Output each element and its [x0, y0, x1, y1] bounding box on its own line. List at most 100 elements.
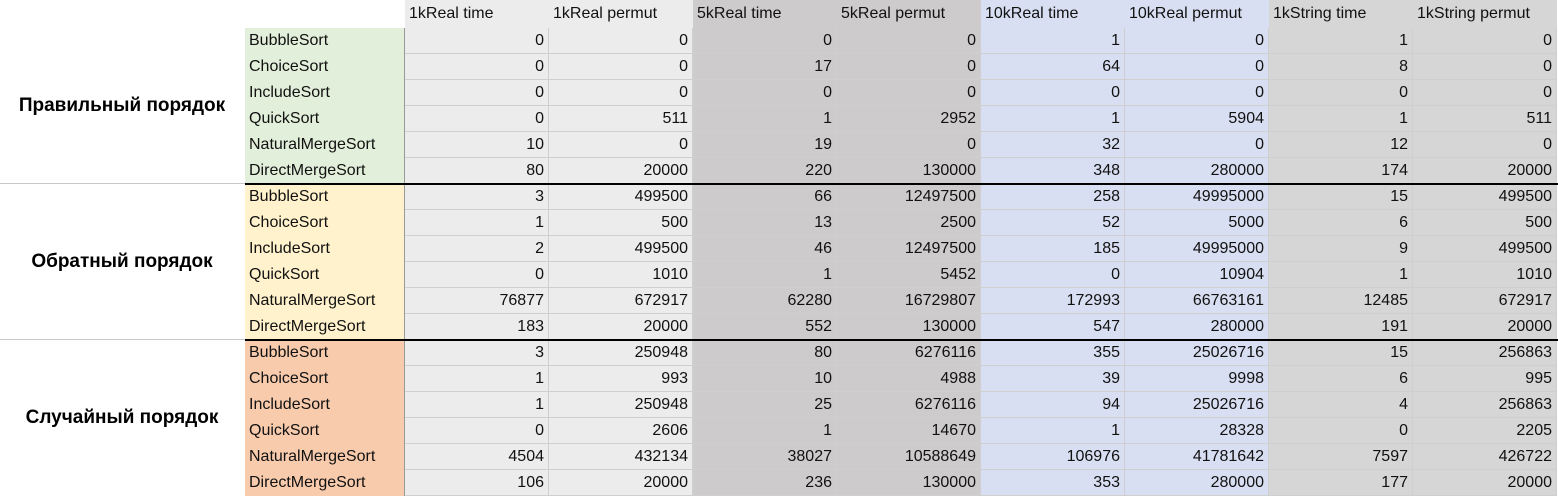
value-cell[interactable]: 10904: [1125, 262, 1269, 288]
value-cell[interactable]: 0: [1413, 28, 1557, 54]
value-cell[interactable]: 9: [1269, 236, 1413, 262]
value-cell[interactable]: 0: [405, 28, 549, 54]
value-cell[interactable]: 4: [1269, 392, 1413, 418]
value-cell[interactable]: 1: [981, 28, 1125, 54]
value-cell[interactable]: 19: [693, 132, 837, 158]
row-name-cell[interactable]: QuickSort: [245, 418, 405, 444]
value-cell[interactable]: 280000: [1125, 470, 1269, 496]
value-cell[interactable]: 20000: [1413, 314, 1557, 340]
value-cell[interactable]: 6276116: [837, 340, 981, 366]
value-cell[interactable]: 9998: [1125, 366, 1269, 392]
value-cell[interactable]: 6: [1269, 366, 1413, 392]
row-name-cell[interactable]: DirectMergeSort: [245, 470, 405, 496]
value-cell[interactable]: 426722: [1413, 444, 1557, 470]
value-cell[interactable]: 38027: [693, 444, 837, 470]
value-cell[interactable]: 76877: [405, 288, 549, 314]
value-cell[interactable]: 13: [693, 210, 837, 236]
value-cell[interactable]: 1010: [1413, 262, 1557, 288]
value-cell[interactable]: 62280: [693, 288, 837, 314]
row-name-cell[interactable]: QuickSort: [245, 106, 405, 132]
column-header[interactable]: 5kReal permut: [837, 0, 981, 28]
value-cell[interactable]: 1: [693, 106, 837, 132]
value-cell[interactable]: 2: [405, 236, 549, 262]
value-cell[interactable]: 1: [981, 106, 1125, 132]
value-cell[interactable]: 49995000: [1125, 184, 1269, 210]
value-cell[interactable]: 52: [981, 210, 1125, 236]
value-cell[interactable]: 0: [405, 106, 549, 132]
column-header[interactable]: 5kReal time: [693, 0, 837, 28]
value-cell[interactable]: 0: [1269, 80, 1413, 106]
row-name-cell[interactable]: ChoiceSort: [245, 54, 405, 80]
value-cell[interactable]: 41781642: [1125, 444, 1269, 470]
value-cell[interactable]: 66763161: [1125, 288, 1269, 314]
value-cell[interactable]: 256863: [1413, 392, 1557, 418]
value-cell[interactable]: 0: [405, 80, 549, 106]
column-header[interactable]: 1kString permut: [1413, 0, 1557, 28]
value-cell[interactable]: 20000: [1413, 158, 1557, 184]
value-cell[interactable]: 0: [1269, 418, 1413, 444]
value-cell[interactable]: 12497500: [837, 236, 981, 262]
value-cell[interactable]: 191: [1269, 314, 1413, 340]
value-cell[interactable]: 130000: [837, 470, 981, 496]
value-cell[interactable]: 256863: [1413, 340, 1557, 366]
value-cell[interactable]: 499500: [1413, 184, 1557, 210]
value-cell[interactable]: 2606: [549, 418, 693, 444]
value-cell[interactable]: 1: [693, 418, 837, 444]
value-cell[interactable]: 511: [1413, 106, 1557, 132]
column-header[interactable]: 10kReal time: [981, 0, 1125, 28]
value-cell[interactable]: 130000: [837, 158, 981, 184]
value-cell[interactable]: 0: [405, 54, 549, 80]
value-cell[interactable]: 0: [837, 28, 981, 54]
value-cell[interactable]: 0: [1125, 80, 1269, 106]
value-cell[interactable]: 0: [693, 28, 837, 54]
value-cell[interactable]: 14670: [837, 418, 981, 444]
value-cell[interactable]: 0: [1125, 132, 1269, 158]
row-name-cell[interactable]: BubbleSort: [245, 184, 405, 210]
value-cell[interactable]: 355: [981, 340, 1125, 366]
value-cell[interactable]: 20000: [549, 158, 693, 184]
value-cell[interactable]: 0: [405, 262, 549, 288]
row-name-cell[interactable]: ChoiceSort: [245, 366, 405, 392]
value-cell[interactable]: 1: [1269, 28, 1413, 54]
value-cell[interactable]: 177: [1269, 470, 1413, 496]
value-cell[interactable]: 348: [981, 158, 1125, 184]
value-cell[interactable]: 0: [549, 132, 693, 158]
value-cell[interactable]: 15: [1269, 184, 1413, 210]
row-name-cell[interactable]: NaturalMergeSort: [245, 444, 405, 470]
row-name-cell[interactable]: BubbleSort: [245, 340, 405, 366]
value-cell[interactable]: 236: [693, 470, 837, 496]
value-cell[interactable]: 80: [693, 340, 837, 366]
value-cell[interactable]: 1: [405, 392, 549, 418]
value-cell[interactable]: 12: [1269, 132, 1413, 158]
value-cell[interactable]: 130000: [837, 314, 981, 340]
value-cell[interactable]: 258: [981, 184, 1125, 210]
column-header[interactable]: 10kReal permut: [1125, 0, 1269, 28]
value-cell[interactable]: 1: [693, 262, 837, 288]
value-cell[interactable]: 39: [981, 366, 1125, 392]
value-cell[interactable]: 32: [981, 132, 1125, 158]
value-cell[interactable]: 499500: [1413, 236, 1557, 262]
column-header[interactable]: 1kReal time: [405, 0, 549, 28]
value-cell[interactable]: 220: [693, 158, 837, 184]
value-cell[interactable]: 12485: [1269, 288, 1413, 314]
value-cell[interactable]: 0: [549, 28, 693, 54]
value-cell[interactable]: 1: [405, 366, 549, 392]
value-cell[interactable]: 1010: [549, 262, 693, 288]
value-cell[interactable]: 672917: [549, 288, 693, 314]
value-cell[interactable]: 25: [693, 392, 837, 418]
value-cell[interactable]: 2205: [1413, 418, 1557, 444]
value-cell[interactable]: 106: [405, 470, 549, 496]
column-header[interactable]: 1kReal permut: [549, 0, 693, 28]
value-cell[interactable]: 4988: [837, 366, 981, 392]
value-cell[interactable]: 15: [1269, 340, 1413, 366]
value-cell[interactable]: 1: [1269, 262, 1413, 288]
value-cell[interactable]: 1: [1269, 106, 1413, 132]
value-cell[interactable]: 185: [981, 236, 1125, 262]
value-cell[interactable]: 46: [693, 236, 837, 262]
value-cell[interactable]: 64: [981, 54, 1125, 80]
value-cell[interactable]: 3: [405, 184, 549, 210]
value-cell[interactable]: 28328: [1125, 418, 1269, 444]
value-cell[interactable]: 0: [405, 418, 549, 444]
value-cell[interactable]: 16729807: [837, 288, 981, 314]
value-cell[interactable]: 2500: [837, 210, 981, 236]
